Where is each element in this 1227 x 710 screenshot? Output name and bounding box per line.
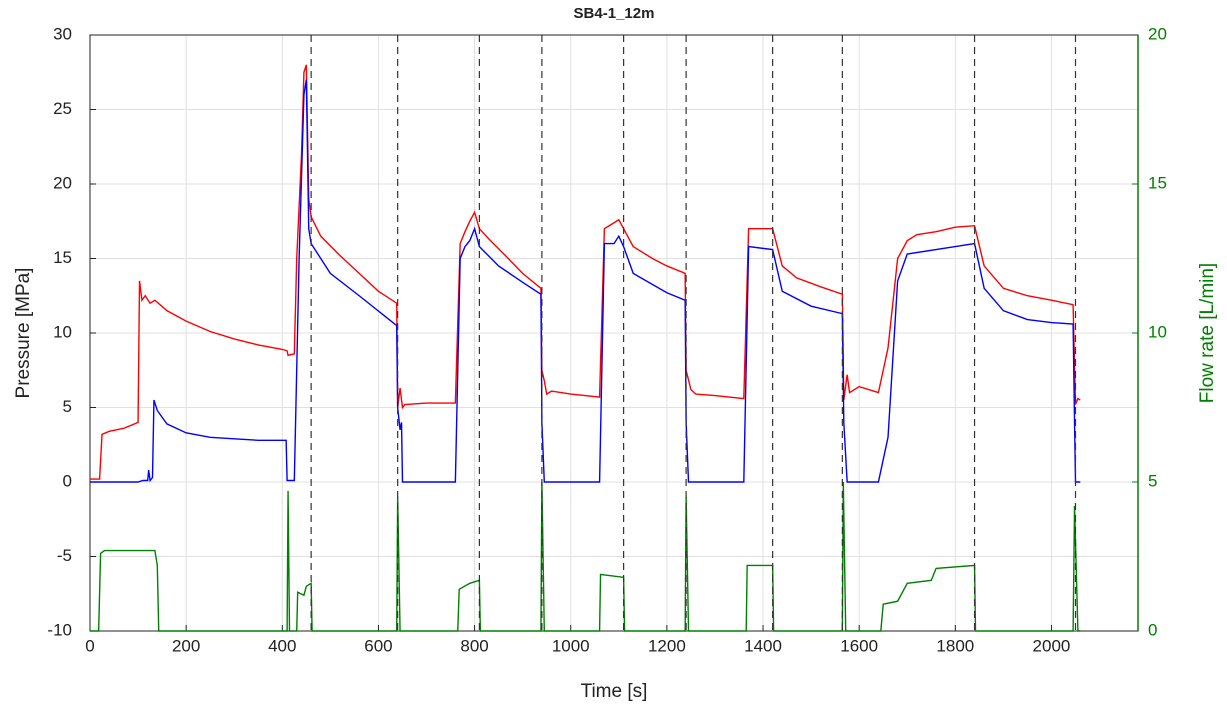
y2-tick-label: 15 bbox=[1148, 173, 1167, 192]
data-line bbox=[90, 481, 1081, 632]
x-tick-label: 1800 bbox=[936, 636, 974, 655]
x-tick-label: 1000 bbox=[552, 636, 590, 655]
x-tick-label: 1200 bbox=[648, 636, 686, 655]
x-tick-label: 800 bbox=[460, 636, 488, 655]
data-line bbox=[90, 64, 1081, 480]
y-tick-label: 15 bbox=[53, 248, 72, 267]
x-tick-label: 1400 bbox=[744, 636, 782, 655]
y-tick-label: -10 bbox=[47, 620, 72, 639]
x-tick-label: 600 bbox=[364, 636, 392, 655]
y-tick-label: 10 bbox=[53, 322, 72, 341]
x-tick-label: 2000 bbox=[1033, 636, 1071, 655]
chart-title: SB4-1_12m bbox=[574, 5, 655, 22]
data-line bbox=[90, 79, 1081, 483]
x-tick-label: 0 bbox=[85, 636, 94, 655]
y2-tick-label: 20 bbox=[1148, 24, 1167, 43]
y-tick-label: 5 bbox=[63, 397, 72, 416]
y-axis-label: Pressure [MPa] bbox=[13, 268, 34, 399]
x-tick-label: 1600 bbox=[840, 636, 878, 655]
y2-tick-label: 10 bbox=[1148, 322, 1167, 341]
x-tick-label: 200 bbox=[172, 636, 200, 655]
y2-tick-label: 5 bbox=[1148, 471, 1157, 490]
y-tick-label: -5 bbox=[57, 546, 72, 565]
y-tick-label: 25 bbox=[53, 99, 72, 118]
y2-axis-label: Flow rate [L/min] bbox=[1197, 263, 1218, 403]
x-axis-label: Time [s] bbox=[581, 681, 648, 702]
y-tick-label: 30 bbox=[53, 24, 72, 43]
y-tick-label: 20 bbox=[53, 173, 72, 192]
y2-tick-label: 0 bbox=[1148, 620, 1157, 639]
x-tick-label: 400 bbox=[268, 636, 296, 655]
y-tick-label: 0 bbox=[63, 471, 72, 490]
